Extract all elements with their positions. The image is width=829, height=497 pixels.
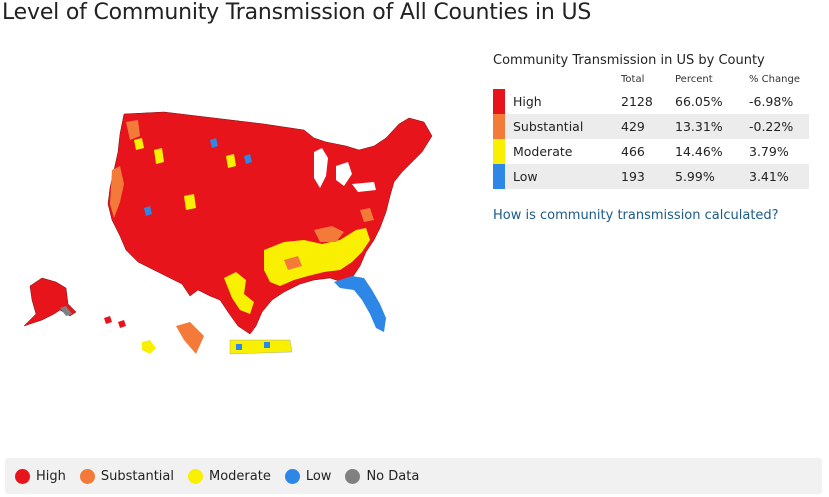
- swatch-cell: [493, 114, 509, 139]
- mountain-moderate-spots[interactable]: [134, 138, 236, 210]
- map-legend: High Substantial Moderate Low No Data: [5, 458, 822, 494]
- florida-low-region[interactable]: [334, 276, 386, 332]
- summary-row-substantial: Substantial 429 13.31% -0.22%: [493, 114, 809, 139]
- row-total: 429: [621, 114, 675, 139]
- moderate-dot-icon: [188, 468, 203, 484]
- summary-row-moderate: Moderate 466 14.46% 3.79%: [493, 139, 809, 164]
- row-label: Substantial: [509, 114, 621, 139]
- puerto-rico-low-spots[interactable]: [236, 342, 270, 350]
- page-title: Level of Community Transmission of All C…: [2, 0, 592, 25]
- legend-item-no-data[interactable]: No Data: [345, 468, 420, 484]
- transmission-summary: Community Transmission in US by County T…: [493, 53, 809, 189]
- legend-item-substantial[interactable]: Substantial: [79, 468, 174, 484]
- row-total: 466: [621, 144, 645, 159]
- transmission-calculation-link[interactable]: How is community transmission calculated…: [493, 208, 779, 223]
- southeast-substantial-region[interactable]: [284, 208, 374, 270]
- summary-table: Total Percent % Change High 2128 66.05% …: [493, 72, 809, 189]
- alaska-region[interactable]: [23, 277, 77, 327]
- legend-item-high[interactable]: High: [15, 468, 66, 484]
- header-change: % Change: [749, 73, 800, 85]
- puerto-rico-region[interactable]: [229, 339, 293, 355]
- summary-row-high: High 2128 66.05% -6.98%: [493, 89, 809, 114]
- legend-item-moderate[interactable]: Moderate: [188, 468, 271, 484]
- legend-label: Low: [305, 468, 332, 484]
- legend-label: High: [36, 468, 66, 484]
- legend-label: Moderate: [209, 468, 271, 484]
- high-dot-icon: [15, 468, 30, 484]
- swatch-cell: [493, 139, 509, 164]
- hawaii-moderate-region[interactable]: [142, 340, 156, 354]
- header-swatch: [493, 72, 509, 89]
- header-percent: Percent: [675, 73, 713, 85]
- summary-title: Community Transmission in US by County: [493, 53, 765, 68]
- substantial-swatch: [493, 114, 505, 139]
- legend-label: No Data: [366, 468, 420, 484]
- row-change: -6.98%: [749, 94, 794, 109]
- row-change: -0.22%: [749, 114, 809, 139]
- southeast-moderate-region[interactable]: [264, 228, 370, 286]
- header-total: Total: [621, 73, 645, 85]
- row-change: 3.79%: [749, 144, 789, 159]
- row-label: Moderate: [513, 144, 573, 159]
- row-total: 2128: [621, 94, 653, 109]
- low-dot-icon: [284, 468, 300, 484]
- hawaii-region[interactable]: [104, 316, 126, 328]
- row-percent: 66.05%: [675, 94, 723, 109]
- swatch-cell: [493, 164, 509, 189]
- great-lakes: [314, 148, 376, 192]
- row-percent: 13.31%: [675, 114, 749, 139]
- territory-substantial-region[interactable]: [176, 322, 204, 354]
- summary-header-row: Total Percent % Change: [493, 72, 809, 89]
- legend-label: Substantial: [100, 468, 174, 484]
- substantial-dot-icon: [79, 468, 95, 484]
- west-coast-substantial-region[interactable]: [110, 120, 140, 218]
- texas-moderate-region[interactable]: [224, 272, 254, 314]
- us-county-map[interactable]: [14, 100, 444, 370]
- no-data-dot-icon: [345, 468, 361, 484]
- row-label: High: [513, 94, 542, 109]
- alaska-nodata-region[interactable]: [60, 306, 72, 316]
- row-total: 193: [621, 164, 675, 189]
- header-label: [509, 72, 621, 89]
- row-percent: 14.46%: [675, 144, 723, 159]
- summary-row-low: Low 193 5.99% 3.41%: [493, 164, 809, 189]
- contiguous-us-region[interactable]: [107, 111, 433, 335]
- row-change: 3.41%: [749, 164, 809, 189]
- legend-item-low[interactable]: Low: [284, 468, 332, 484]
- row-label: Low: [509, 164, 621, 189]
- swatch-cell: [493, 89, 509, 114]
- moderate-swatch: [493, 139, 505, 164]
- low-swatch: [493, 164, 505, 189]
- row-percent: 5.99%: [675, 164, 749, 189]
- high-swatch: [493, 89, 505, 114]
